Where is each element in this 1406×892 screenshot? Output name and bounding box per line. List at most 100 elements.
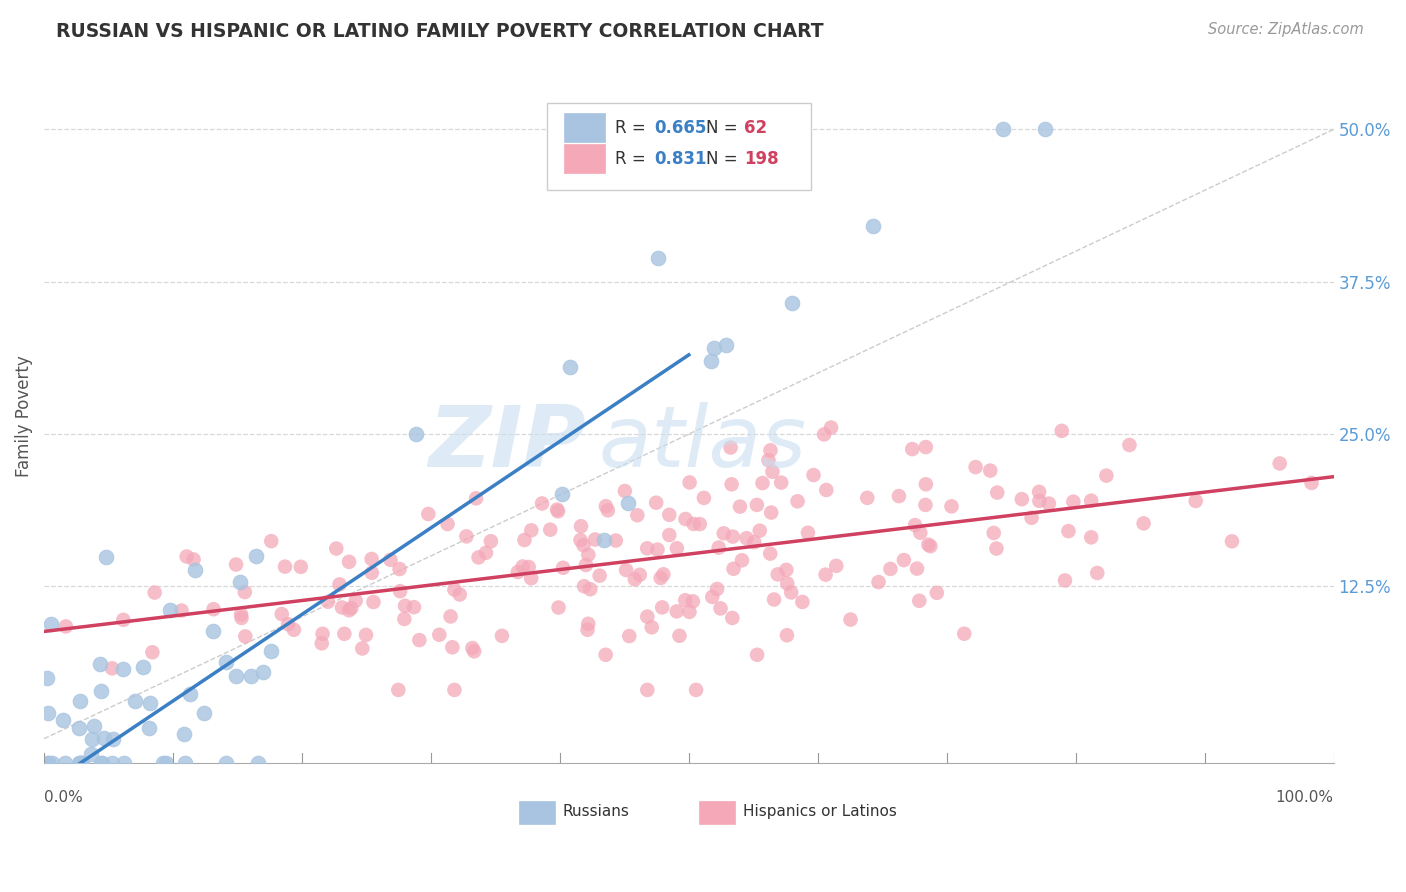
Point — [193, 706, 215, 720]
Point — [887, 489, 910, 503]
Point — [742, 535, 765, 549]
Point — [1028, 494, 1050, 508]
Point — [179, 687, 201, 701]
Point — [520, 524, 543, 538]
Point — [665, 541, 688, 556]
Point — [183, 552, 205, 566]
Point — [723, 562, 745, 576]
FancyBboxPatch shape — [564, 113, 605, 142]
Point — [520, 571, 543, 585]
Point — [914, 440, 936, 454]
Point — [803, 468, 825, 483]
Point — [173, 756, 195, 770]
Point — [647, 251, 669, 265]
Point — [759, 506, 782, 520]
Point — [155, 756, 177, 770]
Point — [797, 525, 820, 540]
Point — [986, 541, 1008, 556]
Point — [124, 693, 146, 707]
Point — [575, 558, 598, 572]
Point — [441, 640, 464, 655]
Point — [152, 756, 174, 770]
Point — [1080, 493, 1102, 508]
Point — [576, 548, 599, 562]
Point — [1062, 494, 1084, 508]
Point — [176, 549, 198, 564]
Point — [55, 619, 77, 633]
Point — [547, 600, 569, 615]
Point — [689, 517, 711, 532]
Point — [731, 553, 754, 567]
Point — [90, 684, 112, 698]
Point — [707, 541, 730, 555]
Point — [329, 577, 352, 591]
Point — [67, 756, 90, 770]
Point — [595, 648, 617, 662]
Point — [720, 477, 742, 491]
Point — [260, 534, 283, 549]
Point — [311, 636, 333, 650]
Point — [693, 491, 716, 505]
Point — [703, 341, 725, 355]
Point — [761, 465, 783, 479]
Point — [993, 122, 1015, 136]
Point — [344, 593, 367, 607]
Point — [868, 575, 890, 590]
Point — [96, 549, 118, 564]
Point — [143, 585, 166, 599]
Point — [37, 756, 59, 770]
Text: N =: N = — [706, 119, 742, 136]
Point — [700, 354, 723, 368]
Point — [456, 529, 478, 543]
Point — [283, 623, 305, 637]
Point — [274, 559, 297, 574]
Text: 0.665: 0.665 — [654, 119, 706, 136]
Point — [965, 460, 987, 475]
Text: 62: 62 — [744, 119, 768, 136]
Point — [551, 486, 574, 500]
Point — [593, 533, 616, 547]
Point — [252, 665, 274, 679]
Point — [101, 661, 124, 675]
Point — [394, 612, 416, 626]
Point — [340, 601, 363, 615]
Point — [616, 496, 638, 510]
Point — [354, 628, 377, 642]
Point — [443, 582, 465, 597]
Point — [583, 533, 606, 547]
Point — [619, 629, 641, 643]
Point — [141, 645, 163, 659]
Point — [132, 660, 155, 674]
Point — [1268, 457, 1291, 471]
Point — [572, 579, 595, 593]
Point — [673, 593, 696, 607]
Point — [775, 563, 797, 577]
Point — [465, 491, 488, 506]
Point — [240, 669, 263, 683]
Text: Source: ZipAtlas.com: Source: ZipAtlas.com — [1208, 22, 1364, 37]
Point — [713, 526, 735, 541]
Point — [112, 756, 135, 770]
Point — [636, 682, 658, 697]
Point — [628, 567, 651, 582]
Point — [641, 620, 664, 634]
Point — [463, 644, 485, 658]
Point — [953, 626, 976, 640]
Point — [100, 756, 122, 770]
Point — [551, 560, 574, 574]
Point — [917, 538, 939, 552]
Point — [576, 623, 599, 637]
Point — [685, 682, 707, 697]
Point — [69, 756, 91, 770]
Text: RUSSIAN VS HISPANIC OR LATINO FAMILY POVERTY CORRELATION CHART: RUSSIAN VS HISPANIC OR LATINO FAMILY POV… — [56, 22, 824, 41]
Point — [626, 508, 648, 523]
Point — [748, 524, 770, 538]
Point — [80, 732, 103, 747]
Point — [856, 491, 879, 505]
Text: 100.0%: 100.0% — [1275, 789, 1333, 805]
Point — [325, 541, 347, 556]
Point — [986, 485, 1008, 500]
Point — [579, 582, 602, 597]
Point — [290, 559, 312, 574]
Point — [103, 731, 125, 746]
